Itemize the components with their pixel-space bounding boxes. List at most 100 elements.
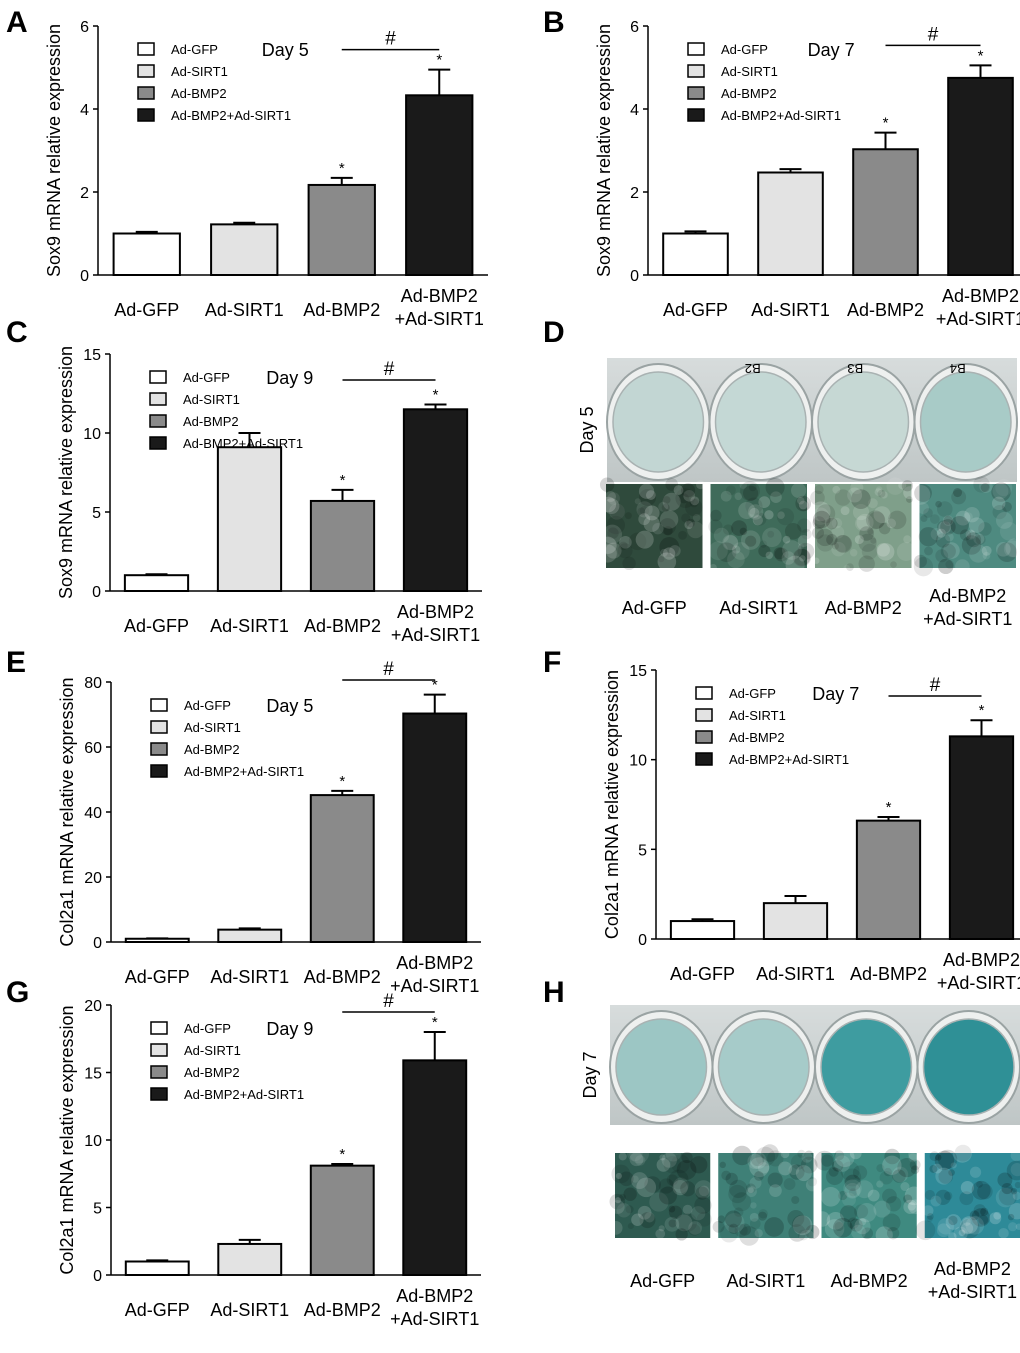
legend-swatch: [149, 414, 167, 428]
micrograph-texture: [624, 512, 632, 520]
micrograph-texture: [848, 1188, 858, 1197]
micrograph-texture: [782, 535, 791, 544]
micrograph-texture: [980, 1207, 989, 1216]
micrograph-texture: [906, 496, 913, 503]
micrograph-texture: [708, 519, 723, 534]
significance-hash: #: [930, 675, 941, 696]
x-category-label: Ad-BMP2: [304, 1300, 381, 1320]
micrograph-texture: [910, 1165, 920, 1175]
y-tick-label: 10: [629, 753, 647, 770]
micrograph-texture: [747, 504, 764, 520]
micrograph-texture: [665, 478, 679, 491]
micrograph-texture: [924, 1189, 935, 1201]
micrograph-texture: [877, 489, 886, 498]
micrograph-texture: [698, 1185, 710, 1197]
micrograph-texture: [721, 1170, 732, 1181]
micrograph-texture: [937, 1149, 958, 1170]
micrograph-texture: [673, 1177, 689, 1194]
y-tick-label: 60: [84, 740, 102, 757]
bar: [402, 408, 469, 592]
y-tick-label: 15: [84, 1066, 102, 1083]
micrograph-texture: [852, 503, 870, 521]
micrograph-texture: [812, 516, 826, 530]
micrograph-texture: [716, 542, 737, 563]
micrograph-texture: [812, 510, 831, 529]
micrograph-texture: [991, 496, 1006, 511]
micrograph-texture: [723, 535, 739, 551]
micrograph-texture: [608, 1221, 623, 1235]
panel-letter: C: [6, 316, 28, 349]
legend-entry: Ad-GFP: [729, 686, 776, 701]
bar: [210, 223, 279, 276]
bar: [217, 1242, 283, 1277]
legend-entry: Ad-BMP2: [183, 414, 239, 429]
micrograph-texture: [839, 1205, 857, 1223]
micrograph-texture: [846, 563, 854, 571]
micrograph-texture: [999, 522, 1019, 541]
micrograph-texture: [841, 1192, 856, 1207]
micrograph-texture: [969, 1210, 980, 1221]
micrograph-texture: [973, 1204, 986, 1217]
y-axis-label: Sox9 mRNA relative expression: [56, 346, 76, 599]
micrograph-texture: [1010, 1149, 1020, 1162]
legend-entry: Ad-BMP2: [171, 86, 227, 101]
bar-chart: G 0 5 10 15 20 Col2a1 mRNA relative expression…: [6, 976, 481, 1329]
micrograph-texture: [686, 518, 696, 528]
micrograph-texture: [678, 493, 690, 504]
micrograph-texture: [747, 1187, 754, 1194]
micrograph-texture: [731, 520, 747, 536]
micrograph-texture: [855, 1180, 874, 1199]
bar: [402, 1059, 468, 1276]
micrograph-texture: [798, 1229, 809, 1241]
micrograph-texture: [1015, 1223, 1020, 1230]
micrograph-texture: [950, 515, 969, 535]
micrograph-texture: [876, 543, 890, 557]
micrograph-texture: [962, 1217, 971, 1226]
micrograph-texture: [840, 1161, 860, 1181]
y-tick-label: 4: [80, 102, 89, 119]
bar: [124, 1260, 190, 1276]
bar-chart: B 0 2 4 6 Sox9 mRNA relative expression Ad-GFP…: [543, 6, 1020, 329]
micrograph-texture: [879, 1171, 894, 1185]
micrograph-texture: [752, 515, 763, 526]
micrograph: [810, 477, 917, 572]
micrograph-texture: [948, 1169, 955, 1176]
micrograph-texture: [843, 1168, 862, 1187]
micrograph-texture: [657, 552, 677, 572]
micrograph-texture: [959, 1191, 974, 1206]
legend-entry: Ad-BMP2+Ad-SIRT1: [721, 108, 841, 123]
micrograph-texture: [950, 1162, 957, 1169]
micrograph-texture: [725, 485, 736, 496]
micrograph-texture: [918, 527, 939, 547]
micrograph-texture: [867, 527, 874, 535]
y-axis-label: Col2a1 mRNA relative expression: [57, 1005, 77, 1274]
well-marking: B4: [950, 361, 966, 376]
micrograph-texture: [1014, 1181, 1020, 1189]
micrograph-texture: [834, 1221, 844, 1232]
x-category-label: +Ad-SIRT1: [390, 976, 479, 996]
micrograph-texture: [851, 1224, 866, 1240]
micrograph-texture: [831, 1160, 844, 1172]
micrograph-texture: [825, 1167, 844, 1186]
y-tick-label: 10: [83, 426, 101, 443]
micrograph-texture: [969, 544, 988, 563]
x-category-label: Ad-GFP: [663, 300, 728, 320]
bar-chart: E 0 20 40 60 80 Col2a1 mRNA relative expressio…: [6, 646, 481, 996]
micrograph-texture: [828, 1166, 839, 1177]
legend-entry: Ad-BMP2: [184, 742, 240, 757]
micrograph-texture: [929, 1164, 938, 1173]
micrograph-texture: [661, 503, 670, 512]
micrograph-texture: [948, 1232, 957, 1241]
well-marking: B3: [847, 361, 863, 376]
y-tick-label: 5: [92, 505, 101, 522]
legend: Ad-GFP Ad-SIRT1 Ad-BMP2 Ad-BMP2+Ad-SIRT1: [150, 1021, 304, 1102]
micrograph-texture: [854, 1218, 871, 1235]
micrograph-texture: [816, 504, 836, 524]
micrograph-texture: [979, 479, 993, 493]
micrograph-texture: [927, 1213, 934, 1220]
well-marking: B2: [745, 361, 761, 376]
micrograph-texture: [614, 1197, 622, 1204]
micrograph-texture: [722, 534, 738, 551]
condition-label: Ad-GFP: [622, 598, 687, 618]
x-category-label: Ad-SIRT1: [210, 616, 289, 636]
